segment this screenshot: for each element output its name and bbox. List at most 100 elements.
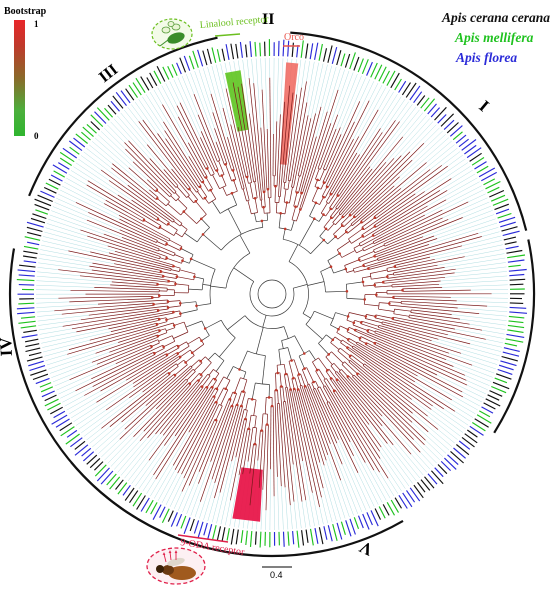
leaf-label bbox=[467, 148, 481, 158]
leaf-guide bbox=[336, 74, 357, 129]
leaf-label bbox=[17, 312, 35, 313]
bootstrap-node bbox=[271, 405, 274, 408]
leaf-label bbox=[24, 246, 38, 249]
bootstrap-node bbox=[386, 276, 389, 279]
bootstrap-node bbox=[201, 385, 204, 388]
branch-segment bbox=[76, 202, 157, 240]
branch-segment bbox=[279, 197, 280, 203]
leaf-guide bbox=[111, 122, 129, 141]
branch-segment bbox=[287, 374, 290, 390]
branch-segment bbox=[328, 224, 334, 231]
leaf-label bbox=[19, 285, 34, 286]
leaf-label bbox=[70, 147, 80, 154]
branch-segment bbox=[403, 290, 471, 291]
branch-segment bbox=[337, 241, 350, 250]
leaf-label bbox=[395, 79, 402, 90]
branch-segment bbox=[111, 320, 160, 331]
bootstrap-node bbox=[153, 352, 156, 355]
bootstrap-node bbox=[214, 378, 217, 381]
leaf-guide bbox=[438, 430, 455, 444]
leaf-guide bbox=[412, 400, 461, 437]
leaf-label bbox=[503, 352, 519, 356]
bootstrap-node bbox=[388, 302, 391, 305]
leaf-guide bbox=[128, 107, 139, 121]
bootstrap-color-bar bbox=[14, 20, 25, 136]
bootstrap-node bbox=[293, 388, 296, 391]
leaf-guide bbox=[458, 308, 508, 312]
bootstrap-node bbox=[143, 219, 146, 222]
branch-segment bbox=[411, 313, 460, 320]
branch-segment bbox=[345, 260, 360, 266]
leaf-label bbox=[29, 353, 41, 356]
branch-segment bbox=[262, 90, 267, 190]
leaf-label bbox=[505, 242, 517, 245]
bootstrap-node bbox=[251, 398, 254, 401]
branch-segment bbox=[76, 313, 173, 332]
branch-segment bbox=[191, 259, 215, 269]
leaf-label bbox=[332, 47, 336, 64]
leaf-guide bbox=[36, 298, 58, 299]
branch-segment bbox=[192, 344, 204, 353]
branch-segment bbox=[211, 190, 216, 199]
leaf-guide bbox=[158, 88, 189, 143]
leaf-label bbox=[177, 514, 182, 526]
branch-segment bbox=[166, 328, 175, 331]
branch-segment bbox=[226, 380, 230, 389]
branch-segment bbox=[319, 358, 328, 370]
branch-segment bbox=[379, 303, 389, 304]
orco-label: Orco bbox=[284, 32, 304, 43]
leaf-label bbox=[54, 411, 65, 417]
leaf-guide bbox=[444, 409, 468, 425]
branch-segment bbox=[242, 392, 246, 406]
leaf-guide bbox=[468, 194, 486, 202]
bootstrap-node bbox=[167, 223, 170, 226]
branch-segment bbox=[158, 333, 167, 336]
branch-segment bbox=[296, 210, 300, 222]
scale-bar-label: 0.4 bbox=[270, 570, 283, 580]
branch-segment bbox=[234, 180, 238, 191]
branch-segment bbox=[375, 282, 384, 283]
leaf-label bbox=[69, 141, 82, 151]
leaf-guide bbox=[439, 280, 508, 284]
branch-segment bbox=[335, 337, 342, 342]
leaf-guide bbox=[285, 487, 288, 529]
leaf-guide bbox=[306, 500, 310, 527]
branch-segment bbox=[360, 256, 375, 261]
leaf-label bbox=[49, 179, 61, 185]
leaf-label bbox=[288, 41, 289, 57]
leaf-label bbox=[231, 529, 234, 545]
leaf-guide bbox=[330, 444, 357, 514]
branch-segment bbox=[288, 181, 289, 190]
leaf-guide bbox=[195, 71, 215, 128]
bootstrap-node bbox=[332, 339, 335, 342]
branch-segment bbox=[167, 244, 181, 250]
leaf-guide bbox=[225, 500, 230, 525]
leaf-guide bbox=[277, 58, 279, 121]
leaf-label bbox=[500, 361, 516, 366]
leaf-labels bbox=[17, 39, 527, 548]
bootstrap-node bbox=[232, 169, 235, 172]
leaf-guide bbox=[294, 502, 297, 529]
leaf-guide bbox=[166, 83, 177, 105]
leaf-guide bbox=[455, 329, 504, 338]
branch-segment bbox=[163, 276, 176, 278]
branch-segment bbox=[246, 399, 249, 410]
leaf-guide bbox=[277, 477, 279, 530]
bootstrap-node bbox=[233, 392, 236, 395]
branch-segment bbox=[301, 374, 305, 386]
branch-segment bbox=[266, 425, 268, 511]
leaf-label bbox=[306, 530, 308, 543]
branch-segment bbox=[346, 282, 363, 284]
leaf-label bbox=[509, 321, 524, 323]
leaf-label bbox=[23, 256, 37, 258]
branch-segment bbox=[378, 239, 438, 259]
branch-segment bbox=[197, 304, 211, 306]
leaf-label bbox=[18, 270, 35, 272]
branch-segment bbox=[197, 192, 203, 200]
branch-segment bbox=[275, 121, 277, 175]
branch-segment bbox=[292, 379, 294, 389]
leaf-label bbox=[462, 140, 476, 151]
leaf-guide bbox=[438, 339, 499, 356]
bootstrap-node bbox=[294, 205, 297, 208]
branch-segment bbox=[255, 416, 256, 428]
